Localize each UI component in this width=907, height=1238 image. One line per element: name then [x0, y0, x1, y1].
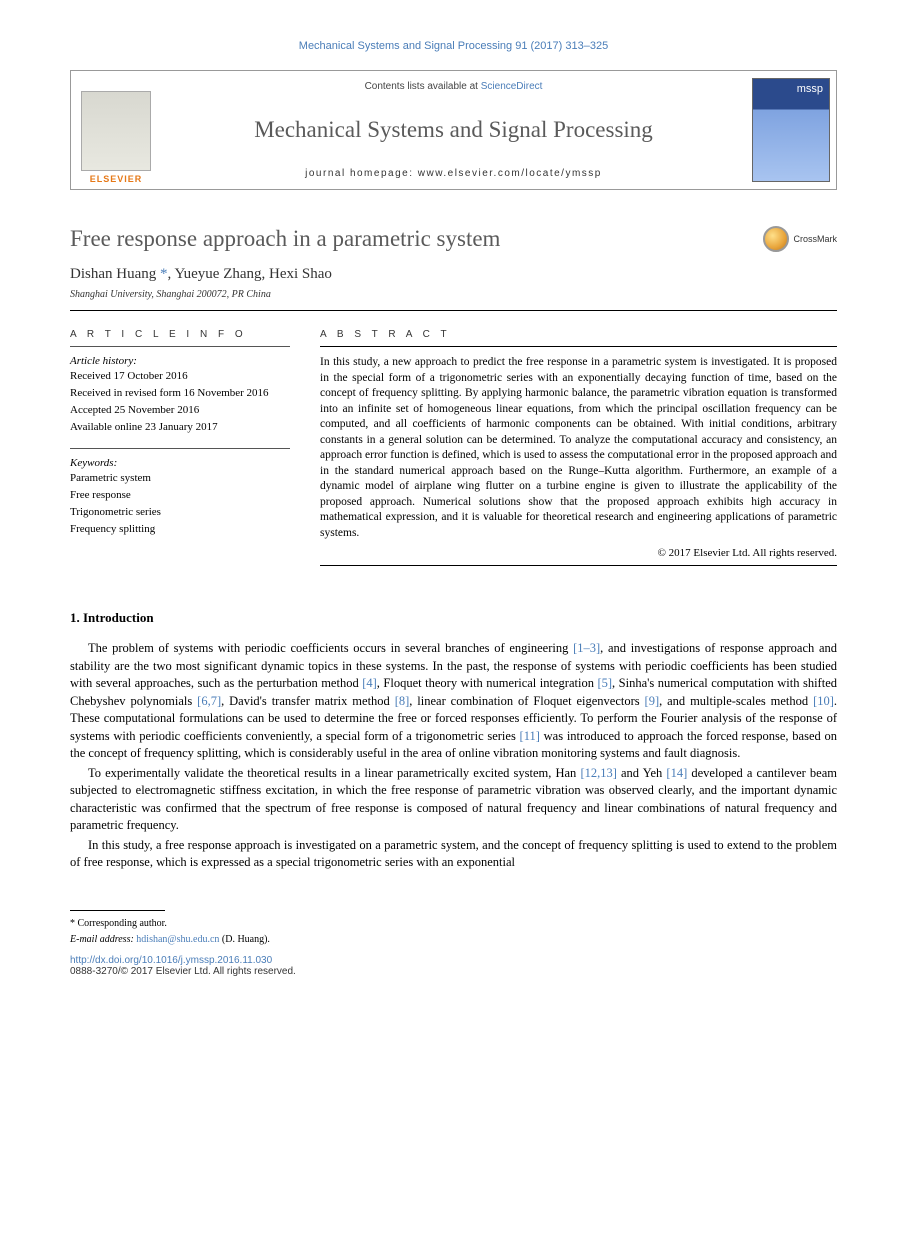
author-sep: , — [262, 266, 270, 282]
crossmark-label: CrossMark — [793, 234, 837, 244]
author-1: Dishan Huang — [70, 266, 156, 282]
info-divider — [70, 346, 290, 347]
citation-link[interactable]: [14] — [666, 766, 687, 780]
divider — [70, 310, 837, 311]
issn-copyright: 0888-3270/© 2017 Elsevier Ltd. All right… — [70, 966, 837, 977]
keyword: Frequency splitting — [70, 522, 290, 537]
accepted-date: Accepted 25 November 2016 — [70, 403, 290, 418]
received-date: Received 17 October 2016 — [70, 369, 290, 384]
article-info-column: A R T I C L E I N F O Article history: R… — [70, 329, 290, 566]
author-list: Dishan Huang *, Yueyue Zhang, Hexi Shao — [70, 266, 837, 283]
text: and Yeh — [617, 766, 667, 780]
text: To experimentally validate the theoretic… — [88, 766, 580, 780]
footnote-separator — [70, 910, 165, 911]
section-1-heading: 1. Introduction — [70, 610, 837, 626]
citation-link[interactable]: [1–3] — [573, 641, 600, 655]
citation-link[interactable]: [10] — [813, 694, 834, 708]
citation-link[interactable]: [9] — [645, 694, 660, 708]
citation-link[interactable]: [4] — [362, 676, 377, 690]
corresponding-marker: * — [156, 266, 167, 282]
corresponding-author-note: * Corresponding author. — [70, 917, 837, 931]
journal-name: Mechanical Systems and Signal Processing — [254, 117, 653, 143]
contents-prefix: Contents lists available at — [365, 81, 481, 92]
keyword: Trigonometric series — [70, 505, 290, 520]
history-label: Article history: — [70, 355, 290, 367]
text: , linear combination of Floquet eigenvec… — [409, 694, 644, 708]
abstract-bottom-divider — [320, 565, 837, 566]
citation-link[interactable]: [5] — [597, 676, 612, 690]
article-info-heading: A R T I C L E I N F O — [70, 329, 290, 340]
email-note: E-mail address: hdishan@shu.edu.cn (D. H… — [70, 933, 837, 947]
elsevier-wordmark: ELSEVIER — [90, 174, 143, 184]
abstract-copyright: © 2017 Elsevier Ltd. All rights reserved… — [320, 547, 837, 559]
text: , and multiple-scales method — [659, 694, 813, 708]
affiliation: Shanghai University, Shanghai 200072, PR… — [70, 289, 837, 300]
abstract-text: In this study, a new approach to predict… — [320, 355, 837, 541]
sciencedirect-link[interactable]: ScienceDirect — [481, 81, 543, 92]
article-title: Free response approach in a parametric s… — [70, 226, 763, 252]
author-email-link[interactable]: hdishan@shu.edu.cn — [136, 934, 219, 945]
keywords-divider — [70, 448, 290, 449]
cover-thumb-block — [746, 71, 836, 189]
header-citation: Mechanical Systems and Signal Processing… — [70, 40, 837, 52]
intro-paragraph-3: In this study, a free response approach … — [70, 837, 837, 872]
online-date: Available online 23 January 2017 — [70, 420, 290, 435]
text: , David's transfer matrix method — [221, 694, 395, 708]
revised-date: Received in revised form 16 November 201… — [70, 386, 290, 401]
citation-link[interactable]: [11] — [520, 729, 540, 743]
abstract-divider — [320, 346, 837, 347]
journal-homepage[interactable]: journal homepage: www.elsevier.com/locat… — [305, 168, 602, 179]
keywords-label: Keywords: — [70, 457, 290, 469]
elsevier-tree-icon — [81, 91, 151, 171]
text: , Floquet theory with numerical integrat… — [377, 676, 598, 690]
author-3: Hexi Shao — [269, 266, 332, 282]
intro-paragraph-2: To experimentally validate the theoretic… — [70, 765, 837, 835]
banner-center: Contents lists available at ScienceDirec… — [161, 71, 746, 189]
info-abstract-row: A R T I C L E I N F O Article history: R… — [70, 329, 837, 566]
crossmark-icon — [763, 226, 789, 252]
abstract-column: A B S T R A C T In this study, a new app… — [320, 329, 837, 566]
citation-link[interactable]: [12,13] — [580, 766, 616, 780]
contents-available-line: Contents lists available at ScienceDirec… — [365, 81, 543, 92]
crossmark-badge[interactable]: CrossMark — [763, 226, 837, 252]
corr-symbol: * — [160, 266, 168, 282]
citation-link[interactable]: [6,7] — [197, 694, 221, 708]
abstract-heading: A B S T R A C T — [320, 329, 837, 340]
keyword: Parametric system — [70, 471, 290, 486]
title-row: Free response approach in a parametric s… — [70, 226, 837, 252]
author-2: Yueyue Zhang — [174, 266, 261, 282]
email-label: E-mail address: — [70, 934, 136, 945]
publisher-block: ELSEVIER — [71, 71, 161, 189]
text: The problem of systems with periodic coe… — [88, 641, 573, 655]
email-suffix: (D. Huang). — [219, 934, 270, 945]
keywords-block: Keywords: Parametric system Free respons… — [70, 448, 290, 536]
citation-link[interactable]: [8] — [395, 694, 410, 708]
journal-cover-thumbnail — [752, 78, 830, 182]
keyword: Free response — [70, 488, 290, 503]
doi-link[interactable]: http://dx.doi.org/10.1016/j.ymssp.2016.1… — [70, 955, 837, 966]
journal-banner: ELSEVIER Contents lists available at Sci… — [70, 70, 837, 190]
intro-paragraph-1: The problem of systems with periodic coe… — [70, 640, 837, 763]
